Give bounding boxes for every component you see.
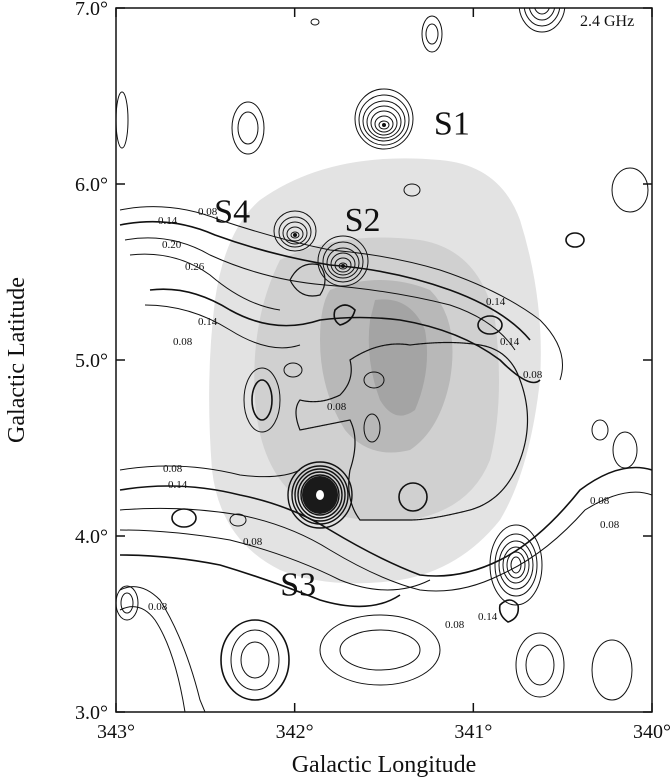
contour-band [119, 491, 652, 592]
source-s1-contours [354, 88, 414, 150]
contour-blob [363, 413, 381, 443]
y-tick-label: 3.0° [75, 702, 108, 724]
contour-lower-left [119, 586, 206, 712]
contour-blob [251, 379, 273, 421]
s3-center [316, 490, 324, 500]
contour-blob [243, 367, 281, 433]
contour-blob [120, 592, 134, 614]
s1-dot [382, 123, 386, 127]
contour-blob [231, 101, 265, 155]
contour-label: 0.08 [445, 619, 465, 631]
contour-blob [229, 513, 247, 527]
contour-blob [230, 629, 280, 691]
contour-blob [525, 644, 555, 686]
s2-dot [341, 264, 345, 268]
contour-band [119, 465, 301, 478]
depression-contour [295, 341, 529, 521]
contour-label: 0.20 [162, 239, 182, 251]
depression-contour [289, 263, 326, 297]
y-tick-label: 7.0° [75, 0, 108, 20]
contour-label: 0.14 [500, 336, 520, 348]
contour-blob [237, 111, 259, 145]
depression-contour [498, 599, 520, 623]
source-labels: S1 S2 S3 S4 [214, 105, 470, 603]
source-label-s3: S3 [280, 567, 316, 604]
contour-label: 0.26 [185, 261, 205, 273]
contour-label: 0.14 [158, 215, 178, 227]
contour-blob [515, 632, 565, 698]
axis-ticks: 343° 342° 341° 340° 3.0° 4.0° 5.0° 6.0° 7.0° [75, 0, 671, 743]
contour-label: 0.08 [600, 519, 620, 531]
contour-band [119, 554, 401, 608]
y-axis-title: Galactic Latitude [4, 277, 30, 443]
contour-lower-left [119, 606, 186, 712]
shade-core [368, 299, 428, 416]
contour-blob [171, 508, 197, 528]
y-tick-label: 4.0° [75, 526, 108, 548]
contour-blob [565, 232, 585, 248]
contour-blob [116, 91, 129, 149]
contour-blob [398, 482, 428, 512]
contour-blob [591, 639, 633, 701]
contour-ridge [144, 304, 301, 349]
gray-shaded-emission [209, 158, 541, 584]
contour-blob [591, 419, 609, 441]
contour-label: 0.14 [486, 296, 506, 308]
source-label-s1: S1 [434, 105, 470, 142]
contour-blob [421, 15, 443, 53]
source-label-s4: S4 [214, 193, 250, 230]
contour-ridge [119, 206, 563, 381]
contour-blob [363, 371, 385, 389]
x-tick-label: 342° [276, 721, 314, 743]
contour-label: 0.08 [523, 369, 543, 381]
contour-label: 0.08 [198, 206, 218, 218]
contour-blob [283, 362, 303, 378]
contour-blob [310, 18, 320, 26]
contour-ridge [119, 220, 531, 341]
contour-label: 0.08 [173, 336, 193, 348]
contour-band [119, 529, 431, 591]
contour-blob [612, 431, 638, 469]
contour-label: 0.08 [243, 536, 263, 548]
x-tick-label: 341° [454, 721, 492, 743]
y-tick-label: 5.0° [75, 350, 108, 372]
source-s4-contours [273, 210, 317, 252]
contour-blob [116, 585, 139, 621]
contour-ridge [129, 253, 281, 311]
source-label-s2: S2 [345, 202, 381, 239]
contour-blob [425, 23, 439, 45]
depression-contour [333, 304, 356, 326]
y-tick-label: 6.0° [75, 174, 108, 196]
frequency-label: 2.4 GHz [580, 13, 634, 30]
contour-blob [240, 641, 270, 679]
contour-blob [339, 629, 421, 671]
contour-blob [611, 167, 649, 213]
contour-label: 0.14 [198, 316, 218, 328]
source-right-contours [489, 524, 543, 606]
x-axis-title: Galactic Longitude [292, 752, 477, 778]
x-tick-label: 340° [633, 721, 671, 743]
contour-level-labels: 0.14 0.08 0.20 0.26 0.14 0.08 0.14 0.14 … [148, 206, 620, 631]
contour-blob [319, 614, 441, 686]
contour-label: 0.08 [148, 601, 168, 613]
s4-dot [293, 233, 297, 237]
contour-label: 0.14 [168, 479, 188, 491]
x-tick-label: 343° [97, 721, 135, 743]
contour-label: 0.08 [327, 401, 347, 413]
contour-band [119, 466, 652, 577]
contour-label: 0.08 [590, 495, 610, 507]
source-top-right-contours [518, 8, 566, 33]
contour-label: 0.14 [478, 611, 498, 623]
contour-blob [403, 183, 421, 197]
contour-blob [477, 315, 503, 335]
contour-ridge [149, 288, 541, 384]
contour-label: 0.08 [163, 463, 183, 475]
contour-blob [220, 619, 290, 701]
source-cores [293, 123, 386, 514]
source-s2-contours [317, 235, 369, 287]
